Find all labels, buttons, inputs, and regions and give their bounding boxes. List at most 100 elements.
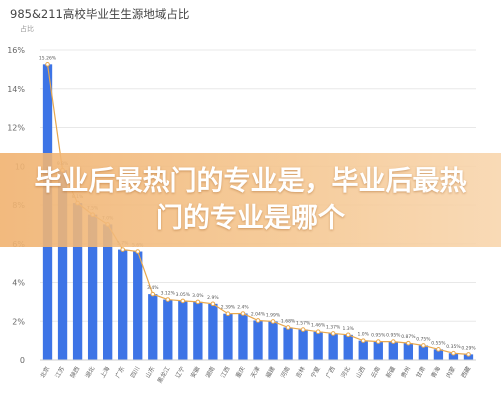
trend-point [345,332,351,338]
data-label: 1.3% [342,326,354,332]
bar [178,300,188,360]
data-label: 0.35% [446,344,461,350]
bar [433,349,444,360]
x-tick-label: 上海 [98,365,111,379]
trend-point [165,297,171,302]
y-tick-label: 16% [7,46,25,55]
x-tick-label: 陕西 [68,365,81,379]
trend-point [300,327,306,332]
trend-point [285,325,291,330]
trend-point [391,339,396,344]
data-label: 1.68% [281,318,296,324]
bar [388,341,398,360]
bar [418,345,429,360]
bar [193,301,203,360]
bar [133,251,143,360]
trend-point [150,291,156,297]
x-tick-label: 广西 [324,365,337,379]
data-label: 0.87% [401,334,416,340]
trend-point [255,318,261,323]
x-tick-label: 内蒙 [444,365,457,379]
trend-point [360,338,366,343]
bar [268,321,278,360]
headline-banner: 毕业后最热门的专业是，毕业后最热门的专业是哪个 [0,153,501,247]
data-label: 1.46% [311,323,326,329]
x-tick-label: 山东 [144,365,157,379]
x-tick-label: 河北 [339,365,352,379]
data-label: 3.4% [147,285,159,291]
data-label: 3.0% [192,293,204,299]
trend-point [421,343,426,348]
x-tick-label: 四川 [129,366,141,380]
bar [87,214,98,360]
x-tick-label: 青海 [429,365,442,379]
data-label: 0.29% [461,345,476,351]
x-tick-label: 西藏 [459,365,472,379]
data-label: 0.75% [416,336,431,342]
data-label: 1.99% [266,312,281,318]
data-label: 3.12% [161,291,176,297]
data-label: 0.55% [431,340,446,346]
data-label: 2.9% [207,295,219,301]
chart-title: 985&211高校毕业生生源地域占比 [10,7,190,21]
x-tick-label: 天津 [250,366,262,380]
y-axis-label: 占比 [20,25,34,33]
x-tick-label: 广东 [113,365,126,379]
bar [238,313,248,360]
data-label: 1.0% [358,332,370,338]
x-tick-label: 福建 [264,365,277,379]
x-tick-label: 湖南 [204,365,217,379]
bar [403,343,414,360]
x-tick-label: 甘肃 [414,365,427,379]
data-label: 15.26% [39,55,57,61]
bar [328,333,338,360]
trend-point [436,347,441,352]
trend-point [466,352,471,357]
bar [373,341,383,360]
bar [148,294,158,360]
data-label: 1.37% [326,324,341,330]
data-label: 0.95% [371,333,386,339]
data-label: 2.04% [251,311,266,317]
data-label: 1.57% [296,321,311,327]
x-tick-label: 江苏 [53,365,66,379]
x-tick-label: 安徽 [189,365,202,379]
bar [118,249,128,360]
bar [102,224,113,360]
x-tick-label: 新疆 [384,365,397,379]
trend-point [375,339,381,344]
bar [163,299,173,360]
bar [358,340,368,360]
headline-text: 毕业后最热门的专业是，毕业后最热门的专业是哪个 [34,166,467,234]
x-tick-label: 重庆 [234,365,247,379]
x-tick-label: 湖北 [83,365,96,379]
x-tick-label: 北京 [38,365,51,379]
bar [298,329,308,360]
trend-point [45,62,50,67]
x-tick-label: 宁夏 [309,365,322,379]
bar [223,313,233,360]
y-tick-label: 4% [12,279,25,288]
bar [283,327,293,360]
bar [57,170,68,360]
data-label: 2.4% [237,305,249,311]
trend-point [135,249,141,254]
trend-point [315,329,321,335]
x-tick-label: 江西 [220,366,232,380]
y-tick-label: 14% [7,85,25,94]
bar [448,353,459,360]
x-tick-label: 黑龙江 [156,365,172,385]
x-tick-label: 吉林 [294,365,307,379]
trend-point [210,301,216,307]
trend-point [240,311,246,316]
data-label: 3.05% [176,292,191,298]
trend-point [195,299,201,305]
y-tick-label: 12% [7,124,25,133]
y-tick-label: 0 [20,356,25,365]
x-tick-label: 河南 [279,365,292,379]
bar [313,331,323,360]
bar [72,203,83,360]
y-tick-label: 2% [12,317,25,326]
